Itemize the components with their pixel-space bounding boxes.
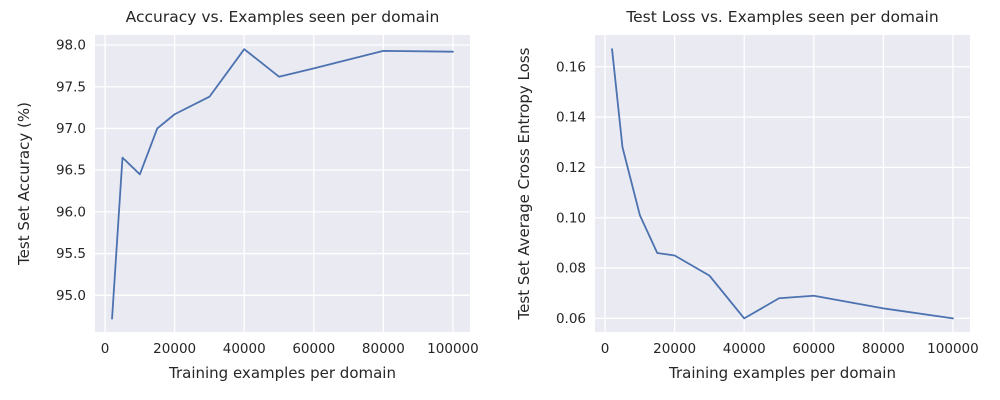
accuracy-subplot: 95.0 95.5 96.0 96.5 97.0 97.5 98.0 0 20000 40000 6…: [15, 8, 479, 382]
y-axis-label: Test Set Average Cross Entropy Loss: [515, 47, 533, 320]
y-tick-label: 97.0: [56, 121, 86, 137]
y-tick-label: 96.5: [56, 163, 86, 179]
y-tick-label: 95.0: [56, 288, 86, 304]
y-tick-label: 97.5: [56, 79, 86, 95]
x-tick-label: 40000: [723, 341, 766, 357]
chart-title: Test Loss vs. Examples seen per domain: [625, 8, 938, 26]
y-tick-label: 98.0: [56, 38, 86, 54]
loss-line-chart: 0.06 0.08 0.10 0.12 0.14 0.16 0 20000 40000 60000…: [515, 8, 979, 382]
y-tick-label: 95.5: [56, 246, 86, 262]
y-tick-label: 0.06: [556, 311, 586, 327]
x-tick-label: 100000: [427, 341, 479, 357]
loss-subplot: 0.06 0.08 0.10 0.12 0.14 0.16 0 20000 40000 60000…: [500, 0, 1000, 400]
x-tick-label: 0: [601, 341, 610, 357]
x-tick-label: 40000: [223, 341, 266, 357]
x-tick-label: 60000: [292, 341, 335, 357]
x-tick-label: 80000: [862, 341, 905, 357]
plot-area: [95, 35, 470, 332]
x-axis-label: Training examples per domain: [168, 364, 396, 382]
y-axis-label: Test Set Accuracy (%): [15, 102, 33, 266]
y-tick-label: 0.16: [556, 59, 586, 75]
y-tick-label: 0.10: [556, 210, 586, 226]
x-axis-label: Training examples per domain: [668, 364, 896, 382]
data-series-line: [611, 48, 954, 320]
x-tick-label: 0: [101, 341, 110, 357]
x-tick-label: 100000: [927, 341, 979, 357]
accuracy-line-chart: 95.0 95.5 96.0 96.5 97.0 97.5 98.0 0 20000 40000 6…: [15, 8, 479, 382]
data-series-line: [111, 48, 454, 320]
x-tick-label: 20000: [153, 341, 196, 357]
x-tick-label: 60000: [792, 341, 835, 357]
chart-title: Accuracy vs. Examples seen per domain: [126, 8, 440, 26]
x-tick-label: 20000: [653, 341, 696, 357]
y-tick-label: 96.0: [56, 204, 86, 220]
x-tick-label: 80000: [362, 341, 405, 357]
y-tick-label: 0.12: [556, 160, 586, 176]
y-tick-label: 0.14: [556, 110, 586, 126]
y-tick-label: 0.08: [556, 261, 586, 277]
plot-area: [595, 35, 970, 332]
